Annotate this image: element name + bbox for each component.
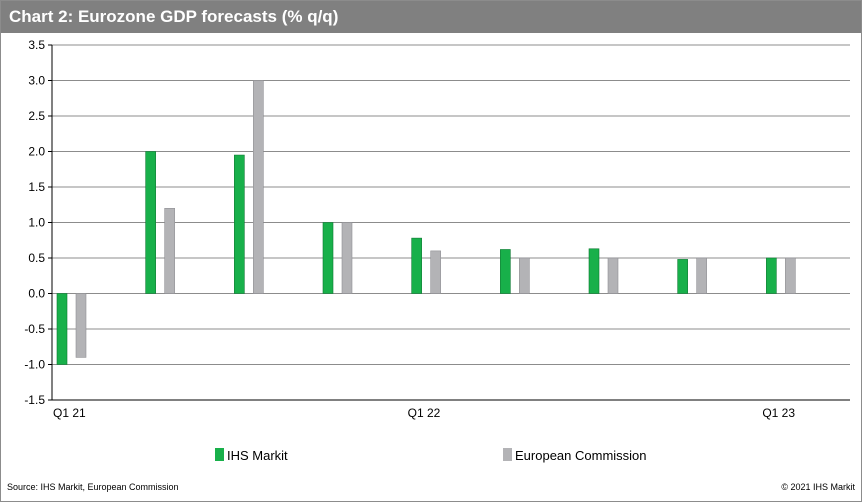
y-tick-label: -0.5 (24, 322, 45, 336)
bar-ihs-markit (322, 222, 334, 294)
bar-ihs-markit (56, 293, 68, 365)
bar-european-commission (785, 257, 796, 294)
bar-ihs-markit (411, 237, 422, 294)
y-tick-label: -1.5 (24, 393, 45, 407)
y-tick-label: -1.0 (24, 358, 45, 372)
bar-european-commission (164, 208, 175, 294)
y-tick-label: 0.5 (28, 251, 45, 265)
bar-ihs-markit (766, 257, 777, 294)
bar-ihs-markit (234, 154, 245, 294)
legend-label: European Commission (515, 448, 647, 463)
y-tick-label: 3.5 (28, 38, 45, 52)
copyright-note: © 2021 IHS Markit (781, 482, 855, 492)
y-tick-label: 1.5 (28, 180, 45, 194)
legend-swatch (503, 448, 512, 461)
x-tick-label: Q1 23 (762, 406, 795, 420)
bar-ihs-markit (588, 248, 600, 294)
x-tick-label: Q1 21 (53, 406, 86, 420)
legend-swatch (215, 448, 224, 461)
y-tick-label: 2.0 (28, 145, 45, 159)
bar-ihs-markit (500, 249, 511, 294)
y-tick-label: 2.5 (28, 109, 45, 123)
chart-title: Chart 2: Eurozone GDP forecasts (% q/q) (1, 1, 861, 33)
x-tick-label: Q1 22 (408, 406, 441, 420)
bar-european-commission (75, 293, 87, 358)
source-note: Source: IHS Markit, European Commission (7, 482, 179, 492)
bar-european-commission (341, 222, 353, 294)
bar-ihs-markit (677, 259, 688, 294)
y-tick-label: 3.0 (28, 74, 45, 88)
bar-european-commission (519, 257, 530, 294)
bar-european-commission (430, 250, 441, 294)
y-tick-label: 0.0 (28, 287, 45, 301)
bar-ihs-markit (145, 151, 156, 294)
y-tick-label: 1.0 (28, 216, 45, 230)
bar-european-commission (696, 257, 707, 294)
bar-european-commission (607, 257, 619, 294)
bar-chart: 3.5 3.0 2.5 2.0 1.5 1.0 0.5 0.0 -0.5 -1.0 -1.5 Q1 2… (24, 38, 850, 463)
bar-european-commission (253, 80, 264, 294)
legend-label: IHS Markit (227, 448, 288, 463)
